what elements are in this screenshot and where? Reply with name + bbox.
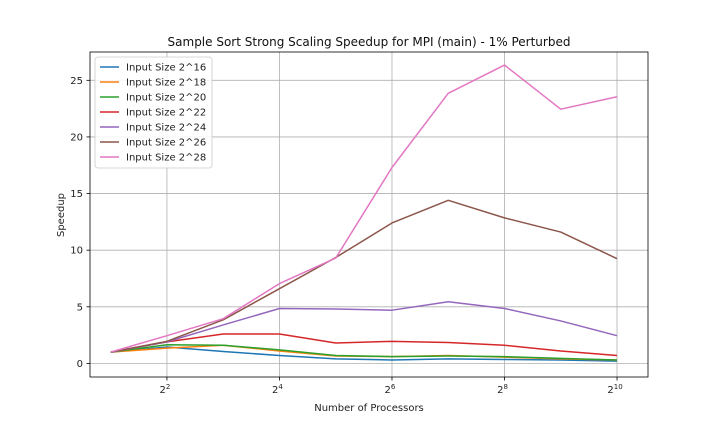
series-line-6 [110,199,618,353]
x-axis-label: Number of Processors [314,403,424,414]
x-tick-label: 210 [607,383,622,396]
legend-label: Input Size 2^22 [126,108,206,119]
y-axis-label: Speedup [56,193,67,237]
series-line-4 [110,333,618,357]
legend: Input Size 2^16 Input Size 2^18 Input Size… [94,56,213,169]
y-axis-ticks: 0 5 10 15 20 25 [70,76,90,370]
x-tick-label-base: 2 [272,385,278,396]
series-line-3 [110,343,618,361]
legend-box [94,56,213,169]
grid [90,52,648,377]
series-layer [110,64,618,362]
x-tick-label: 26 [385,383,396,396]
y-tick-label: 20 [70,132,83,143]
legend-label: Input Size 2^28 [126,153,206,164]
legend-label: Input Size 2^20 [126,93,206,104]
x-tick-label-base: 2 [385,385,391,396]
x-tick-label-base: 2 [607,385,613,396]
y-tick-label: 5 [77,302,83,313]
x-tick-label: 24 [272,383,283,396]
x-tick-label-base: 2 [497,385,503,396]
x-tick-label: 28 [497,383,508,396]
y-tick-label: 25 [70,76,83,87]
legend-label: Input Size 2^26 [126,138,206,149]
y-tick-label: 10 [70,246,83,257]
y-tick-label: 15 [70,189,83,200]
y-tick-label: 0 [77,359,83,370]
x-tick-label-base: 2 [160,385,166,396]
series-line-1 [110,346,618,362]
x-tick-label-exponent: 6 [391,383,396,391]
x-tick-label-exponent: 4 [278,383,283,391]
x-tick-label: 22 [160,383,171,396]
legend-label: Input Size 2^24 [126,123,206,134]
legend-label: Input Size 2^18 [126,78,206,89]
series-line-7 [110,64,618,353]
x-tick-label-exponent: 8 [503,383,507,391]
chart-title: Sample Sort Strong Scaling Speedup for M… [168,35,571,49]
x-axis-ticks: 22 24 26 28 210 [160,377,623,396]
x-tick-label-exponent: 10 [614,383,623,391]
series-line-5 [110,300,618,353]
x-tick-label-exponent: 2 [166,383,170,391]
legend-label: Input Size 2^16 [126,63,206,74]
plot-frame [89,51,649,378]
